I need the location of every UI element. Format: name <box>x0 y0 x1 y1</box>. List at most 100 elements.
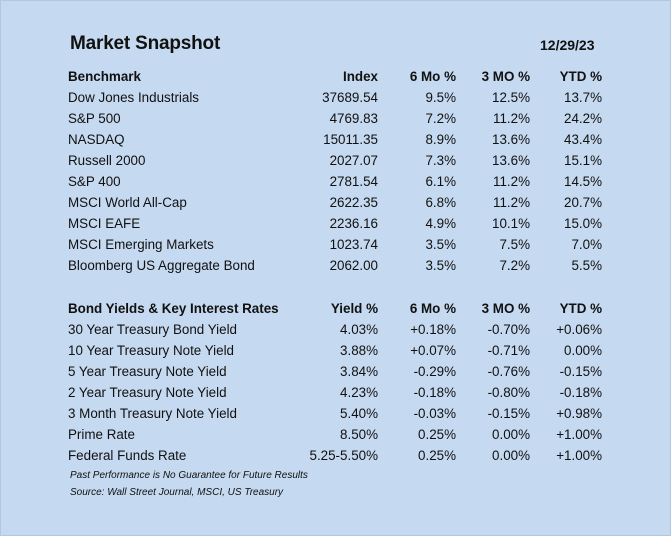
page-title: Market Snapshot <box>70 33 221 54</box>
row-label: MSCI EAFE <box>68 216 141 231</box>
row-label: MSCI Emerging Markets <box>68 237 214 252</box>
table-cell: 43.4% <box>564 132 602 147</box>
row-label: Dow Jones Industrials <box>68 90 199 105</box>
column-header: Yield % <box>330 301 378 316</box>
table-cell: 5.40% <box>340 406 378 421</box>
table-row: 2 Year Treasury Note Yield 4.23% -0.18% -0.… <box>68 382 602 403</box>
table-row: Prime Rate 8.50% 0.25% 0.00% +1.00% <box>68 424 602 445</box>
table-cell: -0.29% <box>413 364 456 379</box>
table-cell: 5.5% <box>571 258 602 273</box>
table-cell: 0.25% <box>418 448 456 463</box>
table-row: S&P 500 4769.83 7.2% 11.2% 24.2% <box>68 108 602 129</box>
table-cell: 9.5% <box>425 90 456 105</box>
table-cell: 3.88% <box>340 343 378 358</box>
table-cell: +0.98% <box>556 406 602 421</box>
row-label: 3 Month Treasury Note Yield <box>68 406 237 421</box>
table-header-row: Benchmark Index 6 Mo % 3 MO % YTD % <box>68 66 602 87</box>
row-label: 5 Year Treasury Note Yield <box>68 364 227 379</box>
table-cell: 20.7% <box>564 195 602 210</box>
table-cell: 15.0% <box>564 216 602 231</box>
column-header: 3 MO % <box>481 69 530 84</box>
table-cell: 2781.54 <box>329 174 378 189</box>
table-cell: 1023.74 <box>329 237 378 252</box>
row-label: Federal Funds Rate <box>68 448 187 463</box>
table-cell: +0.18% <box>410 322 456 337</box>
column-header: Index <box>343 69 378 84</box>
table-row: 3 Month Treasury Note Yield 5.40% -0.03% -0… <box>68 403 602 424</box>
source-footnote: Source: Wall Street Journal, MSCI, US Tr… <box>70 487 284 498</box>
yields-table: Bond Yields & Key Interest Rates Yield %… <box>68 298 602 466</box>
table-cell: 13.6% <box>492 153 530 168</box>
row-label: 30 Year Treasury Bond Yield <box>68 322 237 337</box>
table-cell: 15011.35 <box>323 132 378 147</box>
table-cell: +0.06% <box>556 322 602 337</box>
table-cell: 0.00% <box>564 343 602 358</box>
table-cell: 2062.00 <box>329 258 378 273</box>
table-cell: 7.2% <box>499 258 530 273</box>
table-cell: 4.23% <box>340 385 378 400</box>
table-cell: 11.2% <box>493 174 530 189</box>
column-header: Bond Yields & Key Interest Rates <box>68 301 279 316</box>
column-header: YTD % <box>559 69 602 84</box>
table-cell: +1.00% <box>556 448 602 463</box>
benchmark-table: Benchmark Index 6 Mo % 3 MO % YTD % Dow … <box>68 66 602 276</box>
table-cell: 2027.07 <box>329 153 378 168</box>
column-header: 3 MO % <box>481 301 530 316</box>
table-cell: 4.03% <box>340 322 378 337</box>
column-header: Benchmark <box>68 69 141 84</box>
table-cell: 4.9% <box>425 216 456 231</box>
snapshot-date: 12/29/23 <box>540 37 595 53</box>
benchmark-table-body: Dow Jones Industrials 37689.54 9.5% 12.5% 13… <box>68 87 602 276</box>
table-cell: -0.18% <box>559 385 602 400</box>
table-header-row: Bond Yields & Key Interest Rates Yield %… <box>68 298 602 319</box>
row-label: S&P 400 <box>68 174 121 189</box>
row-label: 10 Year Treasury Note Yield <box>68 343 235 358</box>
table-row: Bloomberg US Aggregate Bond 2062.00 3.5% 7.… <box>68 255 602 276</box>
table-cell: 12.5% <box>492 90 530 105</box>
table-row: 30 Year Treasury Bond Yield 4.03% +0.18% -0… <box>68 319 602 340</box>
column-header: YTD % <box>559 301 602 316</box>
table-cell: 14.5% <box>564 174 602 189</box>
table-row: Federal Funds Rate 5.25-5.50% 0.25% 0.00% +1… <box>68 445 602 466</box>
table-cell: +1.00% <box>556 427 602 442</box>
table-cell: 8.50% <box>340 427 378 442</box>
table-row: Russell 2000 2027.07 7.3% 13.6% 15.1% <box>68 150 602 171</box>
table-cell: -0.18% <box>413 385 456 400</box>
table-cell: 11.2% <box>493 195 530 210</box>
table-cell: -0.71% <box>487 343 530 358</box>
table-cell: -0.76% <box>487 364 530 379</box>
table-cell: -0.80% <box>487 385 530 400</box>
column-header: 6 Mo % <box>409 69 456 84</box>
table-cell: 2622.35 <box>329 195 378 210</box>
table-cell: 5.25-5.50% <box>309 448 379 463</box>
row-label: S&P 500 <box>68 111 121 126</box>
table-cell: 3.5% <box>425 258 456 273</box>
table-cell: 0.00% <box>492 448 530 463</box>
table-cell: 6.8% <box>425 195 456 210</box>
table-cell: 8.9% <box>425 132 456 147</box>
table-cell: 7.5% <box>499 237 530 252</box>
table-row: S&P 400 2781.54 6.1% 11.2% 14.5% <box>68 171 602 192</box>
row-label: NASDAQ <box>68 132 125 147</box>
table-cell: 0.25% <box>418 427 456 442</box>
row-label: 2 Year Treasury Note Yield <box>68 385 227 400</box>
table-cell: 13.7% <box>564 90 602 105</box>
row-label: Russell 2000 <box>68 153 146 168</box>
column-header: 6 Mo % <box>409 301 456 316</box>
table-cell: 11.2% <box>493 111 530 126</box>
table-row: 10 Year Treasury Note Yield 3.88% +0.07% -0… <box>68 340 602 361</box>
table-cell: 10.1% <box>492 216 530 231</box>
table-cell: -0.03% <box>413 406 456 421</box>
table-cell: 7.0% <box>571 237 602 252</box>
table-cell: 6.1% <box>425 174 456 189</box>
table-row: 5 Year Treasury Note Yield 3.84% -0.29% -0.… <box>68 361 602 382</box>
table-row: NASDAQ 15011.35 8.9% 13.6% 43.4% <box>68 129 602 150</box>
table-cell: -0.15% <box>559 364 602 379</box>
table-cell: 37689.54 <box>322 90 378 105</box>
table-cell: 24.2% <box>564 111 602 126</box>
row-label: Bloomberg US Aggregate Bond <box>68 258 255 273</box>
disclaimer-footnote: Past Performance is No Guarantee for Fut… <box>70 470 308 481</box>
table-cell: 0.00% <box>492 427 530 442</box>
row-label: MSCI World All-Cap <box>68 195 187 210</box>
table-cell: -0.70% <box>487 322 530 337</box>
